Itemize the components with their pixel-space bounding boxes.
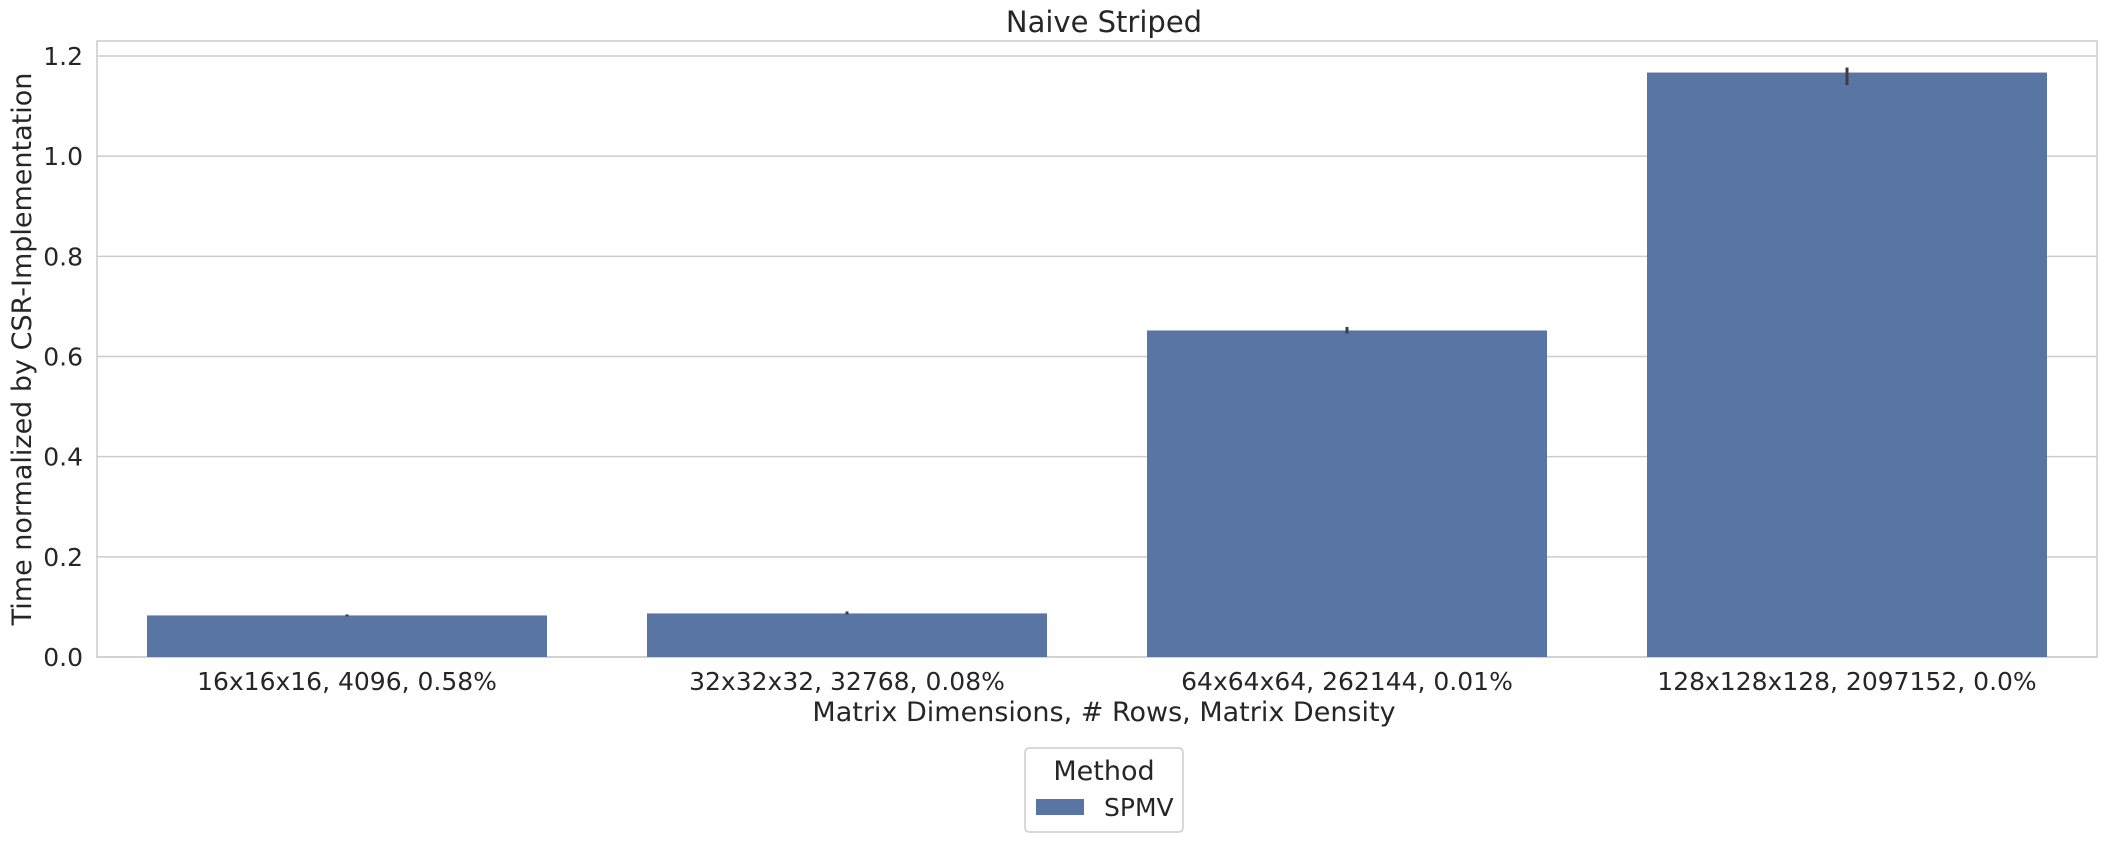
bar: [1647, 72, 2047, 658]
x-tick-label: 16x16x16, 4096, 0.58%: [197, 667, 497, 696]
legend-swatch-spmv: [1036, 799, 1084, 815]
error-bars: [345, 67, 1849, 617]
legend-title: Method: [1053, 756, 1154, 787]
y-tick-label: 1.2: [43, 42, 83, 71]
y-tick-labels: 0.0 0.2 0.4 0.6 0.8 1.0 1.2: [43, 42, 83, 672]
legend: Method SPMV: [1024, 747, 1184, 833]
bar: [147, 615, 547, 657]
chart-title: Naive Striped: [1006, 5, 1202, 39]
y-tick-label: 0.0: [43, 643, 83, 672]
y-axis-label: Time normalized by CSR-Implementation: [7, 73, 38, 627]
y-tick-label: 0.8: [43, 242, 83, 271]
legend-label-spmv: SPMV: [1104, 793, 1174, 822]
x-tick-label: 64x64x64, 262144, 0.01%: [1181, 667, 1513, 696]
bar: [647, 613, 1047, 657]
y-tick-label: 1.0: [43, 142, 83, 171]
x-tick-label: 128x128x128, 2097152, 0.0%: [1657, 667, 2036, 696]
y-tick-label: 0.4: [43, 443, 83, 472]
y-tick-label: 0.6: [43, 343, 83, 372]
x-axis-label: Matrix Dimensions, # Rows, Matrix Densit…: [812, 697, 1395, 728]
x-tick-label: 32x32x32, 32768, 0.08%: [689, 667, 1005, 696]
bar: [1147, 330, 1547, 657]
bars: [147, 72, 2047, 658]
x-tick-labels: 16x16x16, 4096, 0.58% 32x32x32, 32768, 0.…: [197, 667, 2037, 696]
y-tick-label: 0.2: [43, 543, 83, 572]
